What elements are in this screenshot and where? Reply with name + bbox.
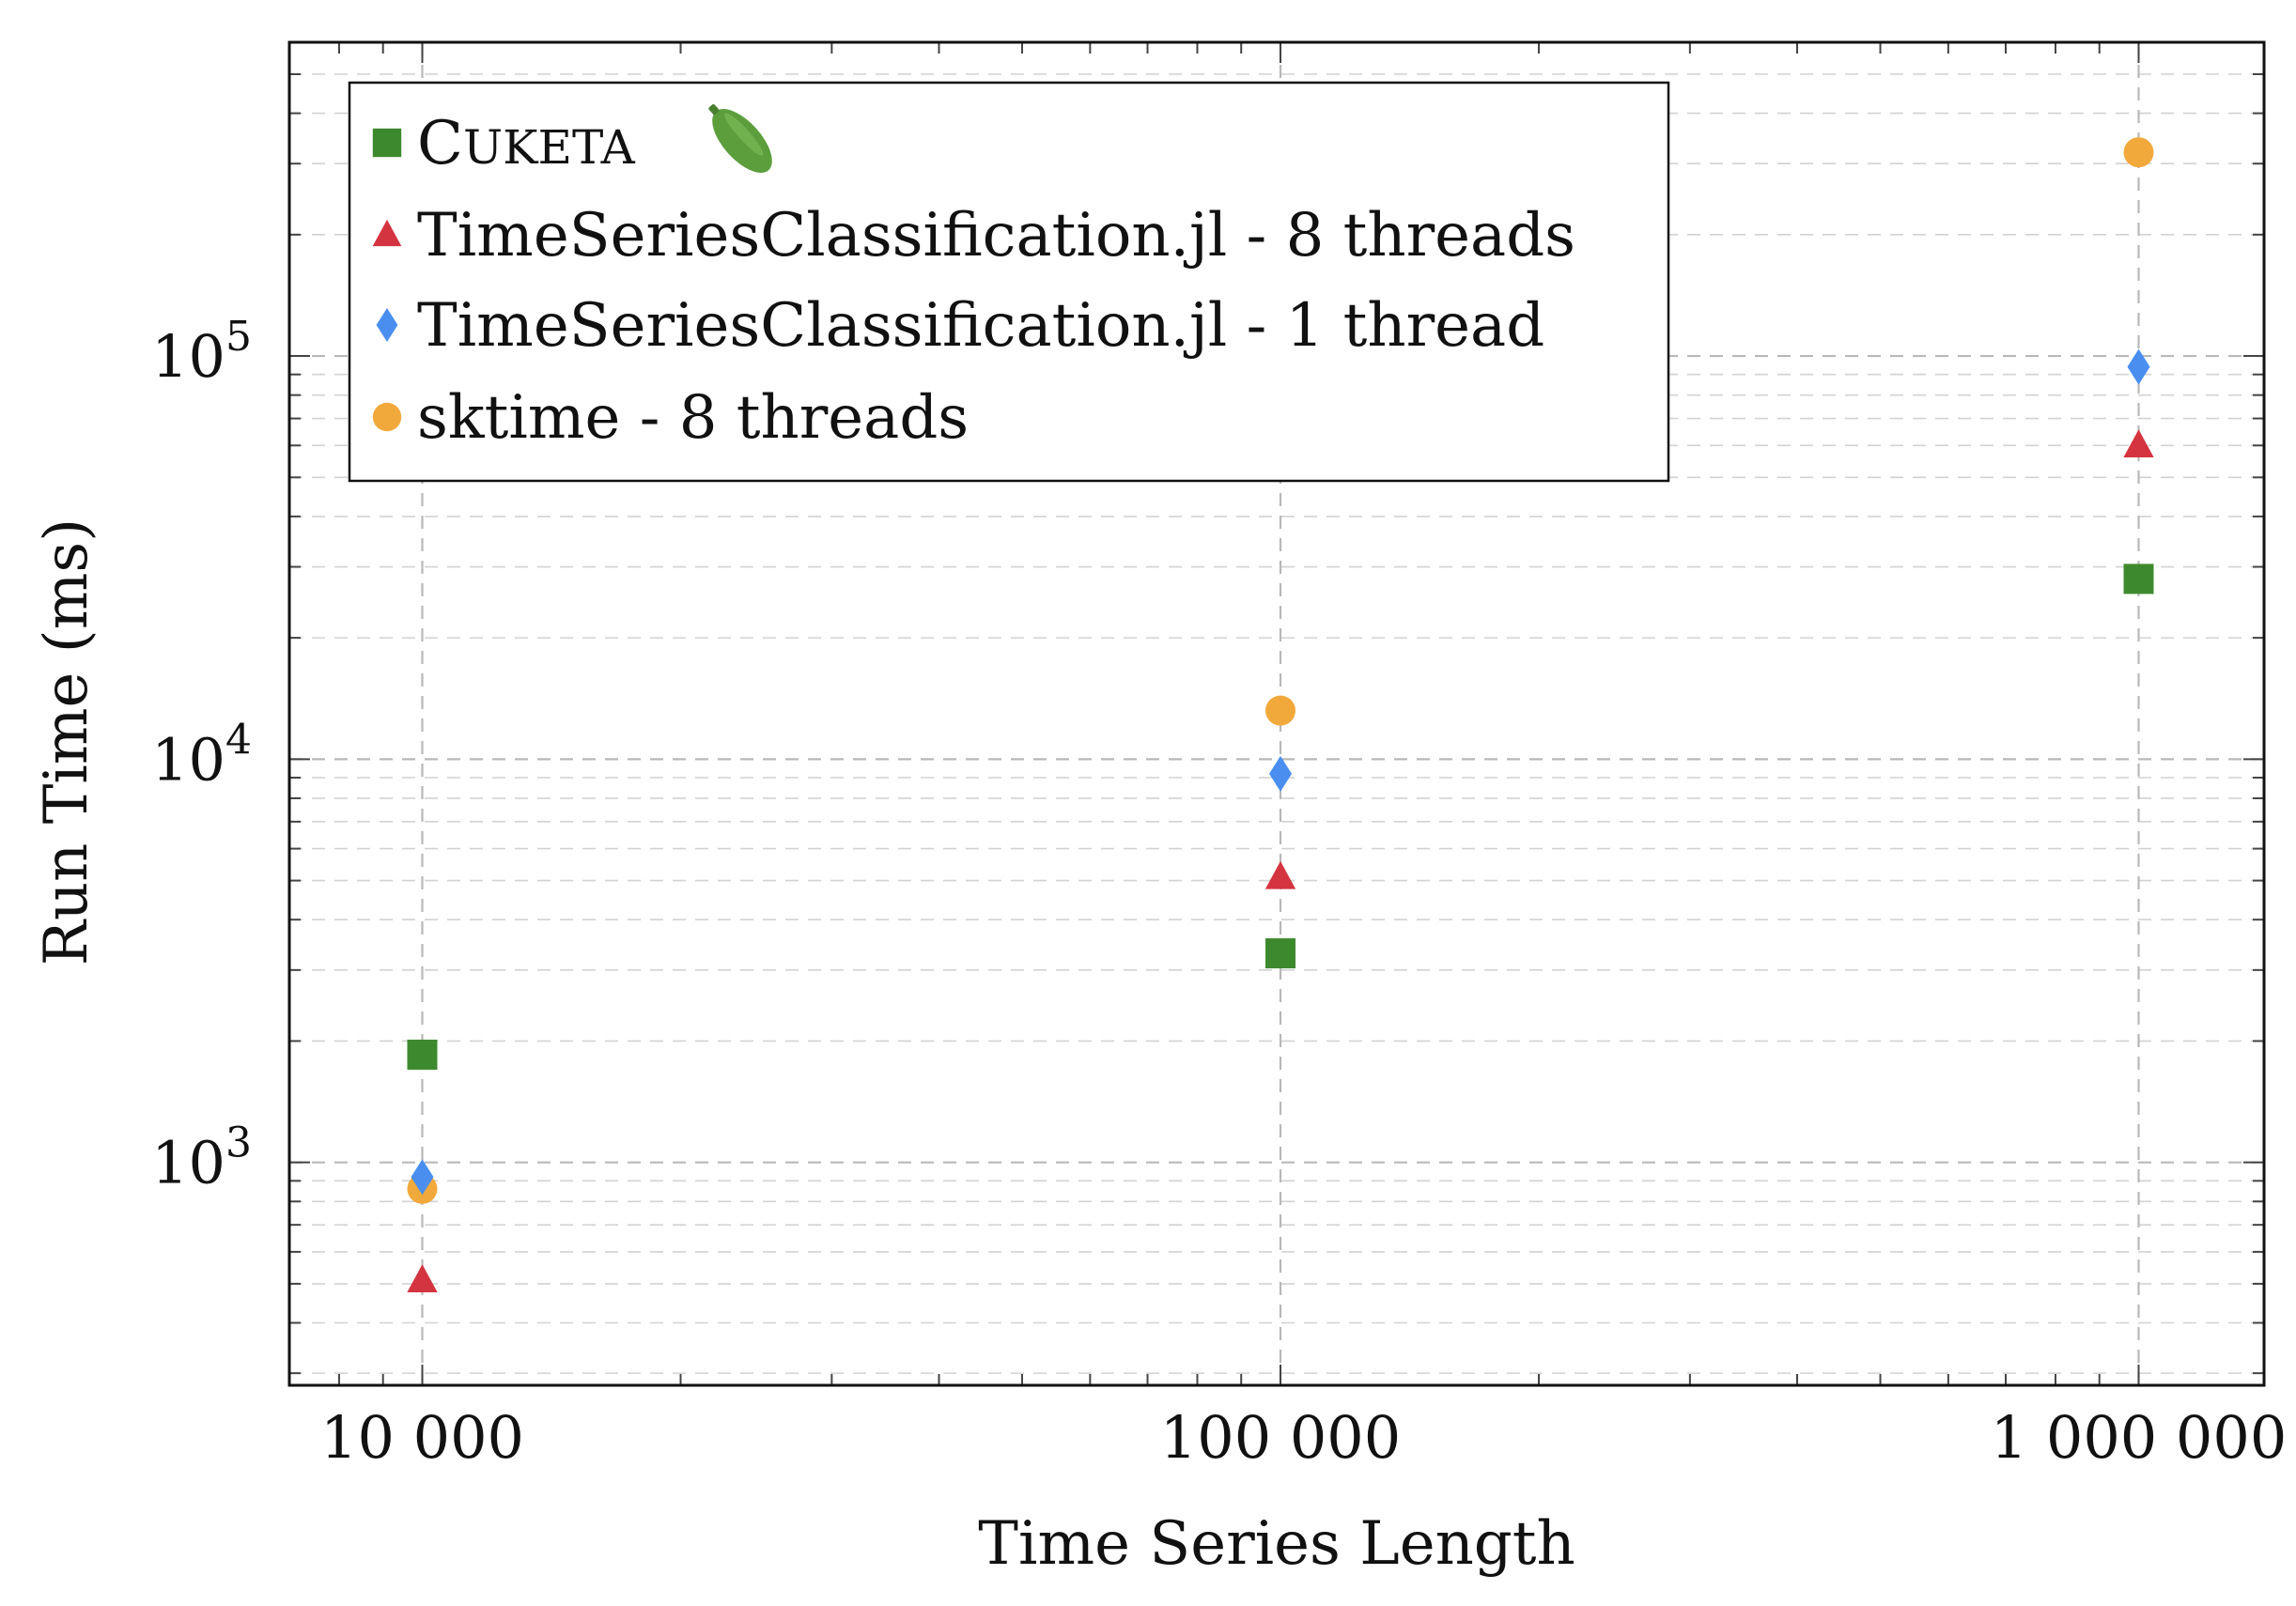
x-tick-label: 1 000 000 xyxy=(1991,1403,2288,1472)
data-point-triangle xyxy=(2123,429,2154,458)
data-point-triangle xyxy=(407,1264,438,1292)
legend-box xyxy=(348,81,1670,483)
data-point-square xyxy=(407,1039,438,1070)
y-tick-label: 104 xyxy=(151,716,252,794)
legend-marker-triangle xyxy=(372,219,402,247)
data-point-circle xyxy=(2123,137,2154,168)
cucumber-icon xyxy=(708,103,772,173)
legend-entry: TimeSeriesClassification.jl - 1 thread xyxy=(376,291,1544,361)
data-point-triangle xyxy=(1264,860,1296,889)
data-point-square xyxy=(2123,564,2154,595)
data-point-diamond xyxy=(1269,755,1293,792)
x-tick-label: 100 000 xyxy=(1160,1403,1401,1472)
data-point-circle xyxy=(1265,695,1296,726)
y-axis-label: Run Time (ms) xyxy=(32,518,101,966)
legend-marker-diamond xyxy=(376,307,398,343)
legend-entry: CUKETA xyxy=(372,103,772,178)
plot-frame xyxy=(287,40,2266,1387)
data-point-square xyxy=(1265,938,1296,969)
x-axis-label: Time Series Length xyxy=(978,1509,1575,1579)
y-tick-label: 103 xyxy=(151,1120,252,1197)
tick-label-layer: 10 000 100 000 1 000 000 103 104 105 xyxy=(151,313,2287,1472)
legend-entry: sktime - 8 threads xyxy=(372,383,969,453)
legend-label: TimeSeriesClassification.jl - 1 thread xyxy=(417,291,1544,361)
legend-label: TimeSeriesClassification.jl - 8 threads xyxy=(417,201,1575,270)
y-tick-label: 105 xyxy=(151,313,252,391)
legend-marker-circle xyxy=(372,402,402,432)
legend-entry: TimeSeriesClassification.jl - 8 threads xyxy=(372,201,1575,270)
marker-layer xyxy=(407,137,2154,1292)
legend-label: sktime - 8 threads xyxy=(417,383,969,453)
legend-label: CUKETA xyxy=(417,109,636,178)
legend-marker-square xyxy=(372,128,402,158)
data-point-diamond xyxy=(411,1159,434,1196)
legend: CUKETA TimeSeriesClassification.jl - 8 th… xyxy=(348,81,1670,483)
x-tick-label: 10 000 xyxy=(320,1403,524,1472)
data-point-diamond xyxy=(2127,348,2150,385)
